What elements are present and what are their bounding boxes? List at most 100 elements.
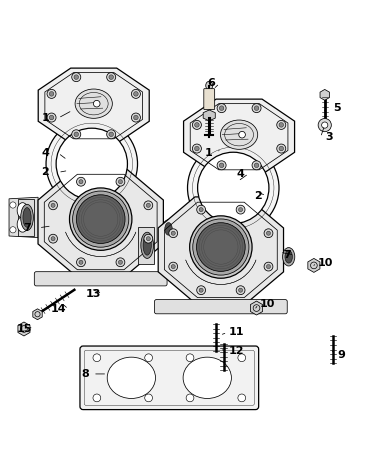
Text: 1: 1 — [204, 148, 212, 158]
Text: 11: 11 — [229, 327, 244, 337]
Ellipse shape — [75, 89, 112, 118]
Circle shape — [134, 92, 138, 96]
Circle shape — [279, 146, 284, 151]
Circle shape — [76, 195, 125, 244]
Circle shape — [238, 394, 245, 402]
Circle shape — [49, 201, 58, 210]
Circle shape — [77, 177, 85, 186]
Polygon shape — [308, 258, 320, 272]
Circle shape — [49, 115, 54, 120]
FancyBboxPatch shape — [154, 300, 287, 314]
Ellipse shape — [107, 357, 156, 399]
Circle shape — [186, 354, 194, 361]
Circle shape — [47, 89, 56, 98]
Circle shape — [196, 223, 245, 271]
FancyBboxPatch shape — [204, 89, 215, 110]
Text: 7: 7 — [283, 250, 291, 260]
Polygon shape — [251, 301, 263, 315]
Circle shape — [72, 130, 81, 139]
Circle shape — [252, 161, 261, 170]
Polygon shape — [184, 99, 294, 174]
Polygon shape — [33, 309, 42, 320]
Polygon shape — [18, 322, 30, 336]
Ellipse shape — [183, 357, 231, 399]
Text: 15: 15 — [17, 323, 32, 333]
Text: 10: 10 — [318, 258, 333, 268]
Circle shape — [73, 191, 129, 247]
Polygon shape — [9, 197, 38, 238]
Circle shape — [193, 120, 202, 129]
Ellipse shape — [17, 217, 28, 232]
Polygon shape — [203, 110, 215, 121]
Circle shape — [77, 258, 85, 266]
Circle shape — [238, 208, 243, 212]
Circle shape — [190, 216, 252, 278]
Circle shape — [144, 201, 153, 210]
Circle shape — [264, 229, 273, 238]
Circle shape — [266, 265, 270, 269]
Circle shape — [318, 118, 331, 132]
Circle shape — [131, 89, 140, 98]
Circle shape — [47, 113, 56, 122]
Ellipse shape — [23, 208, 31, 227]
Text: 3: 3 — [326, 133, 333, 142]
Circle shape — [46, 118, 138, 209]
Ellipse shape — [285, 250, 293, 263]
Circle shape — [266, 231, 270, 235]
Circle shape — [187, 142, 279, 234]
Circle shape — [217, 104, 226, 113]
Circle shape — [252, 104, 261, 113]
Polygon shape — [158, 197, 284, 303]
Circle shape — [109, 75, 114, 79]
Circle shape — [169, 229, 178, 238]
Ellipse shape — [163, 220, 175, 238]
Circle shape — [238, 354, 245, 361]
Polygon shape — [320, 89, 329, 100]
Circle shape — [171, 231, 175, 235]
Circle shape — [72, 73, 81, 82]
Circle shape — [236, 286, 245, 294]
Ellipse shape — [282, 247, 295, 266]
Circle shape — [56, 128, 128, 200]
Circle shape — [116, 258, 125, 266]
Ellipse shape — [141, 232, 154, 258]
Circle shape — [10, 227, 16, 233]
Circle shape — [322, 122, 328, 128]
Circle shape — [277, 144, 286, 153]
Circle shape — [277, 120, 286, 129]
Text: 8: 8 — [81, 369, 89, 379]
Text: 2: 2 — [254, 190, 262, 200]
Circle shape — [198, 152, 269, 224]
Ellipse shape — [206, 81, 213, 90]
Circle shape — [131, 113, 140, 122]
Circle shape — [194, 123, 199, 127]
Circle shape — [145, 394, 152, 402]
Polygon shape — [38, 169, 163, 275]
Polygon shape — [18, 199, 34, 236]
Text: 4: 4 — [236, 169, 244, 179]
Circle shape — [51, 237, 55, 241]
Circle shape — [107, 73, 116, 82]
Text: 6: 6 — [207, 78, 215, 88]
Circle shape — [109, 132, 114, 137]
Circle shape — [217, 161, 226, 170]
Ellipse shape — [143, 236, 151, 255]
Circle shape — [10, 202, 16, 208]
Ellipse shape — [21, 204, 33, 230]
Circle shape — [107, 130, 116, 139]
Ellipse shape — [17, 203, 28, 218]
Circle shape — [254, 106, 259, 110]
Circle shape — [93, 394, 101, 402]
Circle shape — [219, 106, 224, 110]
Circle shape — [169, 262, 178, 271]
Circle shape — [145, 354, 152, 361]
Circle shape — [49, 92, 54, 96]
Text: 4: 4 — [41, 148, 49, 158]
Circle shape — [146, 203, 151, 208]
Circle shape — [199, 288, 203, 292]
Circle shape — [279, 123, 284, 127]
Text: 1: 1 — [41, 113, 49, 123]
Circle shape — [79, 180, 83, 184]
FancyBboxPatch shape — [80, 346, 259, 409]
Polygon shape — [138, 227, 154, 264]
